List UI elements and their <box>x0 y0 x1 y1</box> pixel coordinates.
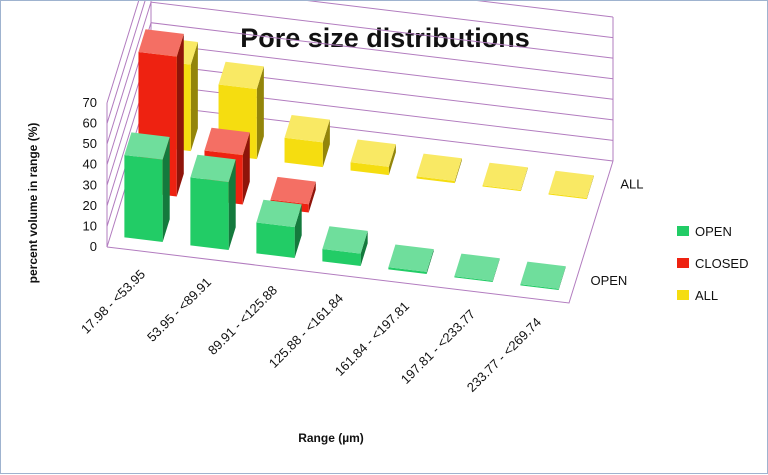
bar-top <box>416 153 462 182</box>
bar-side <box>426 249 434 274</box>
y-tick-label: 70 <box>83 95 97 110</box>
bar-side <box>388 144 396 176</box>
bar-front <box>416 176 455 184</box>
bar-open <box>520 261 566 290</box>
x-tick-label: 197.81 - <233.77 <box>398 307 478 387</box>
bar-top <box>520 261 566 289</box>
x-tick-label: 161.84 - <197.81 <box>332 299 412 379</box>
chart-legend: OPEN CLOSED ALL <box>677 224 748 303</box>
chart-walls <box>106 1 614 304</box>
bar-front <box>190 177 229 250</box>
bar-open <box>322 226 368 266</box>
gridline <box>106 1 614 104</box>
bar-top <box>548 170 594 199</box>
bar-all <box>416 153 462 184</box>
bar-open <box>190 154 236 250</box>
bar-top <box>218 61 264 90</box>
y-tick-label: 60 <box>83 116 97 131</box>
bar-top <box>322 226 368 254</box>
bar-front <box>124 155 163 242</box>
bar-top <box>454 253 500 281</box>
depth-label: ALL <box>620 176 643 191</box>
depth-axis-labels: ALL OPEN <box>590 176 643 288</box>
bar-all <box>548 170 594 200</box>
bar-top <box>204 127 250 156</box>
bar-front <box>284 137 323 168</box>
bar-open <box>454 253 500 282</box>
y-tick-label: 30 <box>83 177 97 192</box>
bar-side <box>256 66 264 160</box>
bar-top <box>350 139 396 167</box>
bar-front <box>482 185 521 192</box>
y-tick-label: 50 <box>83 136 97 151</box>
legend-label: ALL <box>695 288 718 303</box>
bar-top <box>388 244 434 272</box>
bar-side <box>228 159 236 250</box>
y-tick-label: 20 <box>83 198 97 213</box>
y-tick-labels: 0 10 20 30 40 50 60 70 <box>83 95 97 254</box>
bar-top <box>270 176 316 205</box>
bar-side <box>558 266 566 290</box>
x-tick-label: 125.88 - <161.84 <box>266 291 346 371</box>
y-tick-label: 10 <box>83 218 97 233</box>
y-tick-label: 40 <box>83 157 97 172</box>
bar-side <box>294 204 302 258</box>
x-tick-label: 17.98 - <53.95 <box>78 267 148 337</box>
x-tick-label: 233.77 - <269.74 <box>464 315 544 395</box>
chart-bars <box>124 29 594 290</box>
bar-top <box>124 132 170 160</box>
x-tick-label: 53.95 - <89.91 <box>144 275 214 345</box>
bar-front <box>256 222 295 258</box>
bar-all <box>284 115 330 168</box>
bar-front <box>548 193 587 200</box>
x-tick-label: 89.91 - <125.88 <box>205 283 280 358</box>
bar-top <box>256 199 302 228</box>
floor-edge <box>106 160 614 304</box>
bar-top <box>482 162 528 191</box>
legend-swatch <box>677 226 689 236</box>
bar-side <box>520 167 528 192</box>
bar-top <box>138 29 184 57</box>
bar-all <box>350 139 396 176</box>
chart-title: Pore size distributions <box>240 23 530 53</box>
bar-side <box>492 258 500 282</box>
legend-label: CLOSED <box>695 256 748 271</box>
bar-side <box>454 158 462 184</box>
bar-side <box>190 41 198 152</box>
bar-side <box>162 136 170 242</box>
bar-front <box>322 248 361 266</box>
bar-top <box>284 115 330 143</box>
y-tick-label: 0 <box>90 239 97 254</box>
gridline <box>106 1 614 124</box>
x-axis-title: Range (µm) <box>298 431 364 445</box>
bar-open <box>124 132 170 242</box>
legend-label: OPEN <box>695 224 732 239</box>
bar-side <box>360 230 368 266</box>
bar-front <box>520 284 559 290</box>
bar-open <box>388 244 434 274</box>
bar-front <box>350 162 389 176</box>
bar-top <box>190 154 236 183</box>
bar-front <box>454 276 493 282</box>
bar-side <box>242 132 250 205</box>
y-axis-title: percent volume in range (%) <box>26 123 40 284</box>
bar-side <box>586 175 594 200</box>
depth-label: OPEN <box>590 273 627 288</box>
legend-swatch <box>677 258 689 268</box>
bar-front <box>388 267 427 274</box>
legend-swatch <box>677 290 689 300</box>
bar-side <box>308 181 316 213</box>
bar-open <box>256 199 302 258</box>
bar-all <box>482 162 528 192</box>
bar-side <box>322 119 330 168</box>
bar-side <box>176 33 184 197</box>
